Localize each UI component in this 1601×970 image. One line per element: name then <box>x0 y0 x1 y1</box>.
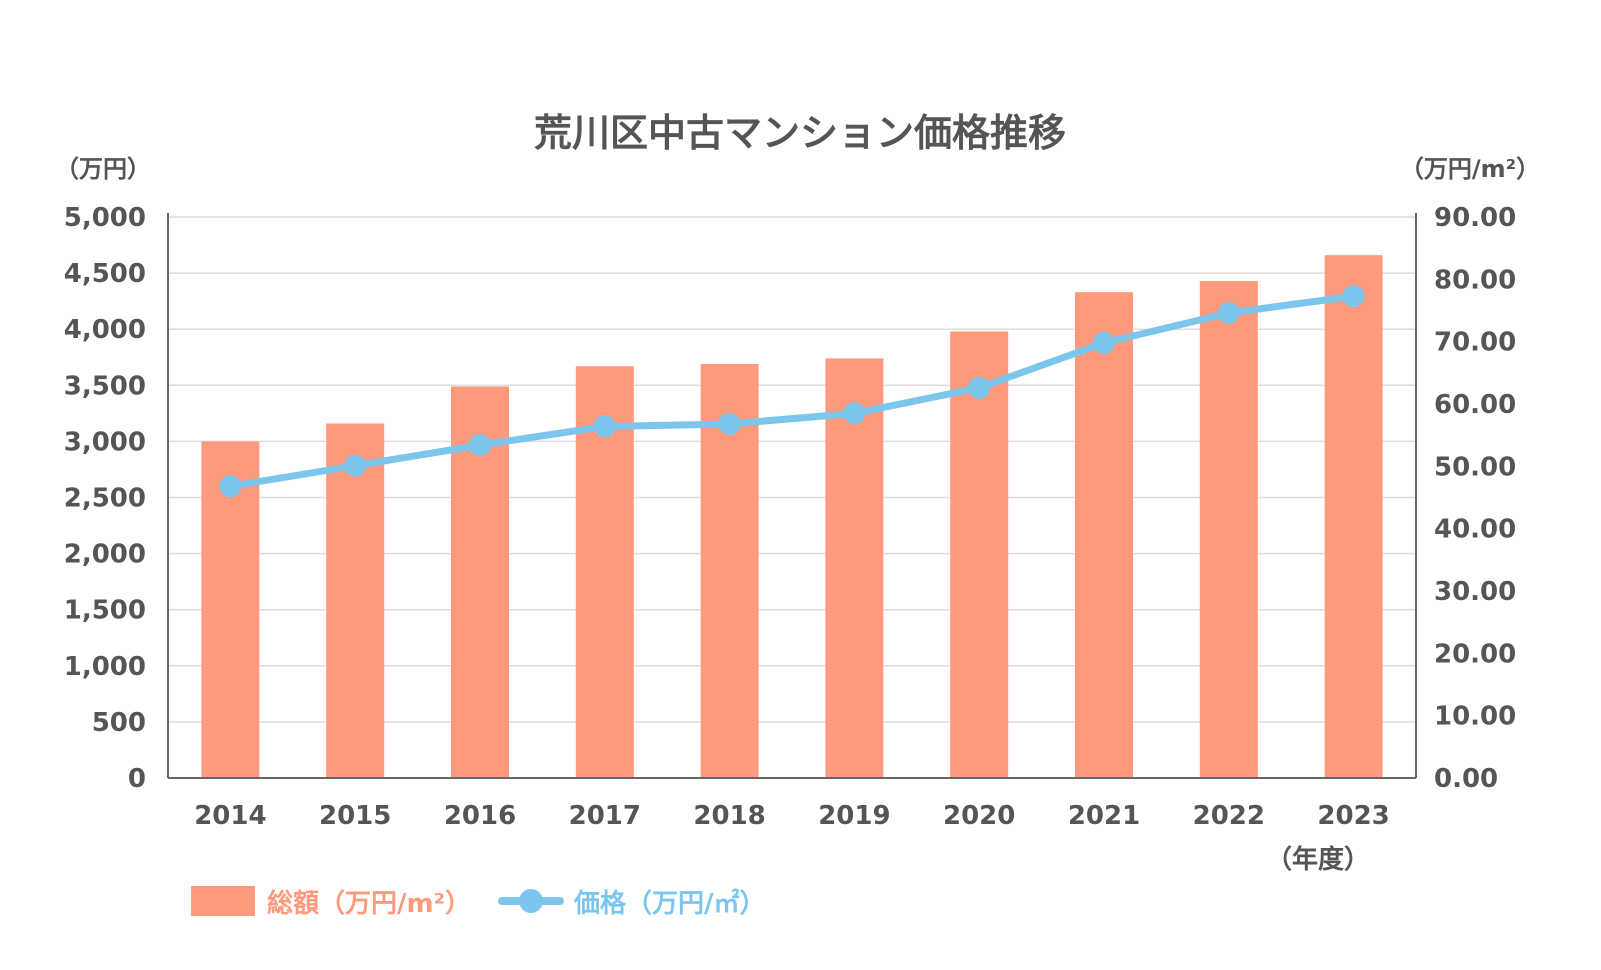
chart-title: 荒川区中古マンション価格推移 <box>534 111 1066 155</box>
y-axis-label: （万円） <box>55 155 151 183</box>
price-point-2022 <box>1217 301 1240 324</box>
bar-2021 <box>1075 292 1133 778</box>
x-axis-ticks: 2014 2015 2016 2017 2018 2019 2020 2021 2022 2023 <box>194 801 1390 831</box>
price-point-2020 <box>968 376 991 399</box>
x-tick-label: 2023 <box>1317 801 1389 831</box>
bar-2019 <box>825 358 884 778</box>
x-tick-label: 2018 <box>693 801 765 831</box>
y2-tick-label: 40.00 <box>1434 515 1516 545</box>
price-point-2019 <box>843 402 866 425</box>
bar-2023 <box>1324 255 1383 778</box>
legend-line-label: 価格（万円/㎡） <box>573 888 766 919</box>
price-point-2023 <box>1342 285 1365 308</box>
y2-tick-label: 60.00 <box>1434 390 1516 420</box>
bar-2015 <box>326 423 385 778</box>
y-tick-label: 1,500 <box>64 596 146 626</box>
y-tick-label: 1,000 <box>64 652 146 682</box>
y2-tick-label: 70.00 <box>1434 328 1516 358</box>
x-tick-label: 2019 <box>818 801 890 831</box>
y-tick-label: 5,000 <box>64 203 146 233</box>
legend-bar-swatch <box>191 886 255 916</box>
legend-bar-label: 総額（万円/m²） <box>267 888 471 919</box>
price-point-2014 <box>219 475 242 498</box>
y2-axis-label: （万円/m²） <box>1400 155 1540 183</box>
y-tick-label: 3,000 <box>64 427 146 457</box>
y-tick-label: 3,500 <box>64 371 146 401</box>
bar-series <box>201 255 1383 778</box>
y-axis-ticks: 0 500 1,000 1,500 2,000 2,500 3,000 3,500 4,000 4… <box>64 203 146 794</box>
x-axis-unit: （年度） <box>1266 844 1370 875</box>
price-point-2017 <box>593 415 616 438</box>
y2-tick-label: 10.00 <box>1434 702 1516 732</box>
y-tick-label: 2,500 <box>64 484 146 514</box>
bar-2020 <box>950 331 1009 778</box>
line-series <box>219 285 1365 498</box>
axes <box>167 213 1417 779</box>
x-tick-label: 2017 <box>569 801 641 831</box>
y-tick-label: 2,000 <box>64 540 146 570</box>
price-point-2015 <box>344 454 367 477</box>
y2-tick-label: 80.00 <box>1434 265 1516 295</box>
price-point-2018 <box>718 412 741 435</box>
price-line <box>226 292 1358 490</box>
y2-tick-label: 20.00 <box>1434 639 1516 669</box>
y2-tick-label: 30.00 <box>1434 577 1516 607</box>
x-tick-label: 2016 <box>444 801 516 831</box>
y2-axis-ticks: 0.00 10.00 20.00 30.00 40.00 50.00 60.00 70.00 8… <box>1434 203 1516 794</box>
x-tick-label: 2014 <box>194 801 266 831</box>
x-tick-label: 2022 <box>1193 801 1265 831</box>
legend: 総額（万円/m²） 価格（万円/㎡） <box>191 886 766 919</box>
price-point-2021 <box>1093 331 1115 354</box>
legend-line-marker <box>519 889 543 913</box>
x-tick-label: 2020 <box>943 801 1015 831</box>
y-tick-label: 500 <box>92 708 146 738</box>
x-tick-label: 2015 <box>319 801 391 831</box>
price-point-2016 <box>469 434 491 457</box>
y2-tick-label: 90.00 <box>1434 203 1516 233</box>
y-tick-label: 4,500 <box>64 259 146 289</box>
bar-2014 <box>201 441 260 778</box>
x-tick-label: 2021 <box>1068 801 1140 831</box>
y-tick-label: 4,000 <box>64 315 146 345</box>
y2-tick-label: 0.00 <box>1434 764 1498 794</box>
bar-2022 <box>1199 280 1258 778</box>
y-tick-label: 0 <box>128 764 146 794</box>
y2-tick-label: 50.00 <box>1434 452 1516 482</box>
